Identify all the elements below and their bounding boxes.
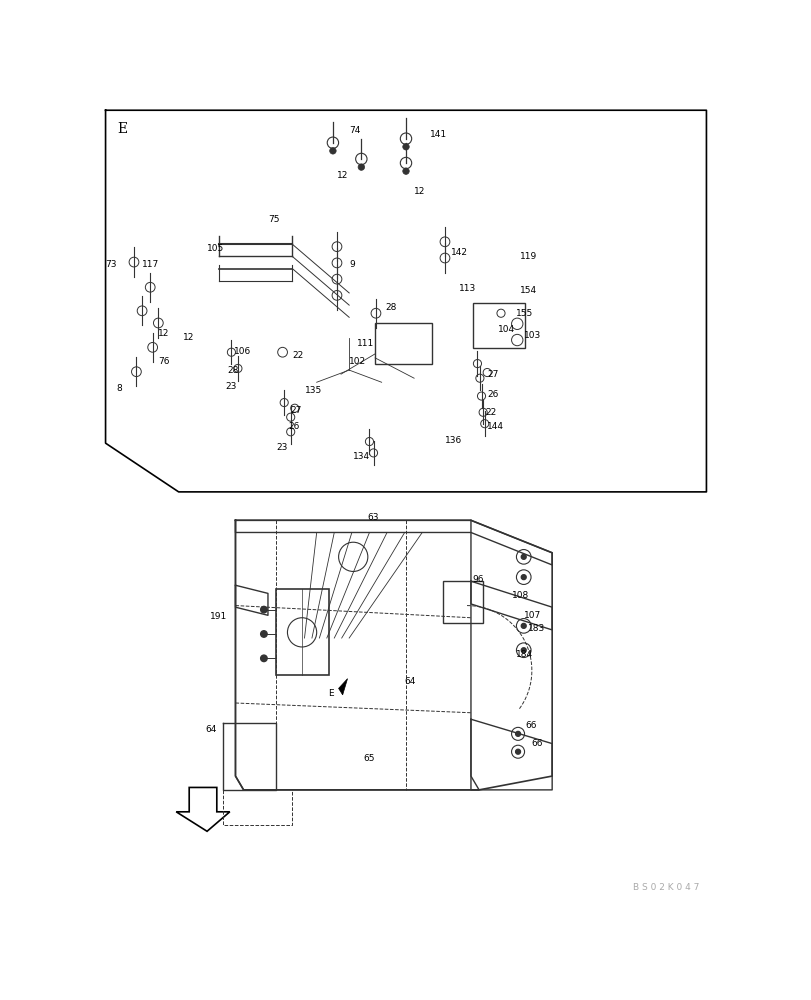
Text: 66: 66 xyxy=(525,721,536,730)
Text: 23: 23 xyxy=(276,443,287,452)
Text: 12: 12 xyxy=(158,329,169,338)
Text: 28: 28 xyxy=(385,303,397,312)
Text: 104: 104 xyxy=(497,325,514,334)
Text: 113: 113 xyxy=(458,284,475,293)
Circle shape xyxy=(521,575,526,580)
Circle shape xyxy=(521,554,526,559)
Text: 65: 65 xyxy=(363,754,375,763)
Text: 154: 154 xyxy=(519,286,536,295)
Text: B S 0 2 K 0 4 7: B S 0 2 K 0 4 7 xyxy=(632,883,698,892)
Text: 135: 135 xyxy=(304,386,321,395)
Circle shape xyxy=(515,731,520,736)
Text: 9: 9 xyxy=(349,260,354,269)
Text: 22: 22 xyxy=(292,351,303,360)
Text: 111: 111 xyxy=(357,339,374,348)
Text: 64: 64 xyxy=(205,725,217,734)
Text: 105: 105 xyxy=(207,244,224,253)
Text: E: E xyxy=(118,122,127,136)
Circle shape xyxy=(260,655,267,662)
Circle shape xyxy=(515,749,520,754)
Text: 66: 66 xyxy=(531,739,543,748)
Bar xyxy=(276,589,328,675)
Text: 27: 27 xyxy=(487,370,498,379)
Text: 183: 183 xyxy=(527,624,544,633)
Text: 184: 184 xyxy=(515,650,532,659)
Text: 22: 22 xyxy=(485,408,496,417)
Circle shape xyxy=(521,648,526,653)
Text: 8: 8 xyxy=(116,384,122,393)
Polygon shape xyxy=(338,679,347,695)
Text: 117: 117 xyxy=(142,260,159,269)
Bar xyxy=(442,581,483,623)
Text: 12: 12 xyxy=(414,187,425,196)
Circle shape xyxy=(329,148,336,154)
Text: 64: 64 xyxy=(404,677,415,686)
Bar xyxy=(472,303,525,348)
Text: 26: 26 xyxy=(487,390,498,399)
Text: 155: 155 xyxy=(515,309,532,318)
Text: 12: 12 xyxy=(337,171,348,180)
Text: 103: 103 xyxy=(523,331,540,340)
Text: 26: 26 xyxy=(288,422,299,431)
Text: 136: 136 xyxy=(444,436,461,445)
Circle shape xyxy=(402,144,409,150)
Text: 96: 96 xyxy=(472,575,483,584)
Text: 102: 102 xyxy=(349,357,366,366)
Text: 12: 12 xyxy=(182,333,194,342)
Text: 28: 28 xyxy=(227,366,238,375)
Circle shape xyxy=(260,606,267,613)
Text: 141: 141 xyxy=(430,130,447,139)
Text: 144: 144 xyxy=(487,422,504,431)
Circle shape xyxy=(358,164,364,170)
Circle shape xyxy=(402,168,409,174)
Text: 23: 23 xyxy=(225,382,236,391)
Text: 134: 134 xyxy=(353,452,370,461)
Text: 108: 108 xyxy=(511,591,528,600)
Text: 74: 74 xyxy=(349,126,360,135)
Text: 63: 63 xyxy=(367,513,378,522)
Text: 27: 27 xyxy=(290,406,302,415)
Text: 119: 119 xyxy=(519,252,536,261)
Text: 75: 75 xyxy=(268,215,279,224)
Text: 106: 106 xyxy=(234,347,251,356)
Text: 73: 73 xyxy=(105,260,117,269)
Bar xyxy=(375,323,431,364)
Circle shape xyxy=(521,623,526,628)
Circle shape xyxy=(260,631,267,637)
Text: 191: 191 xyxy=(209,612,226,621)
Text: E: E xyxy=(328,689,333,698)
Text: 76: 76 xyxy=(158,357,169,366)
Text: 107: 107 xyxy=(523,611,540,620)
Text: 142: 142 xyxy=(450,248,467,257)
